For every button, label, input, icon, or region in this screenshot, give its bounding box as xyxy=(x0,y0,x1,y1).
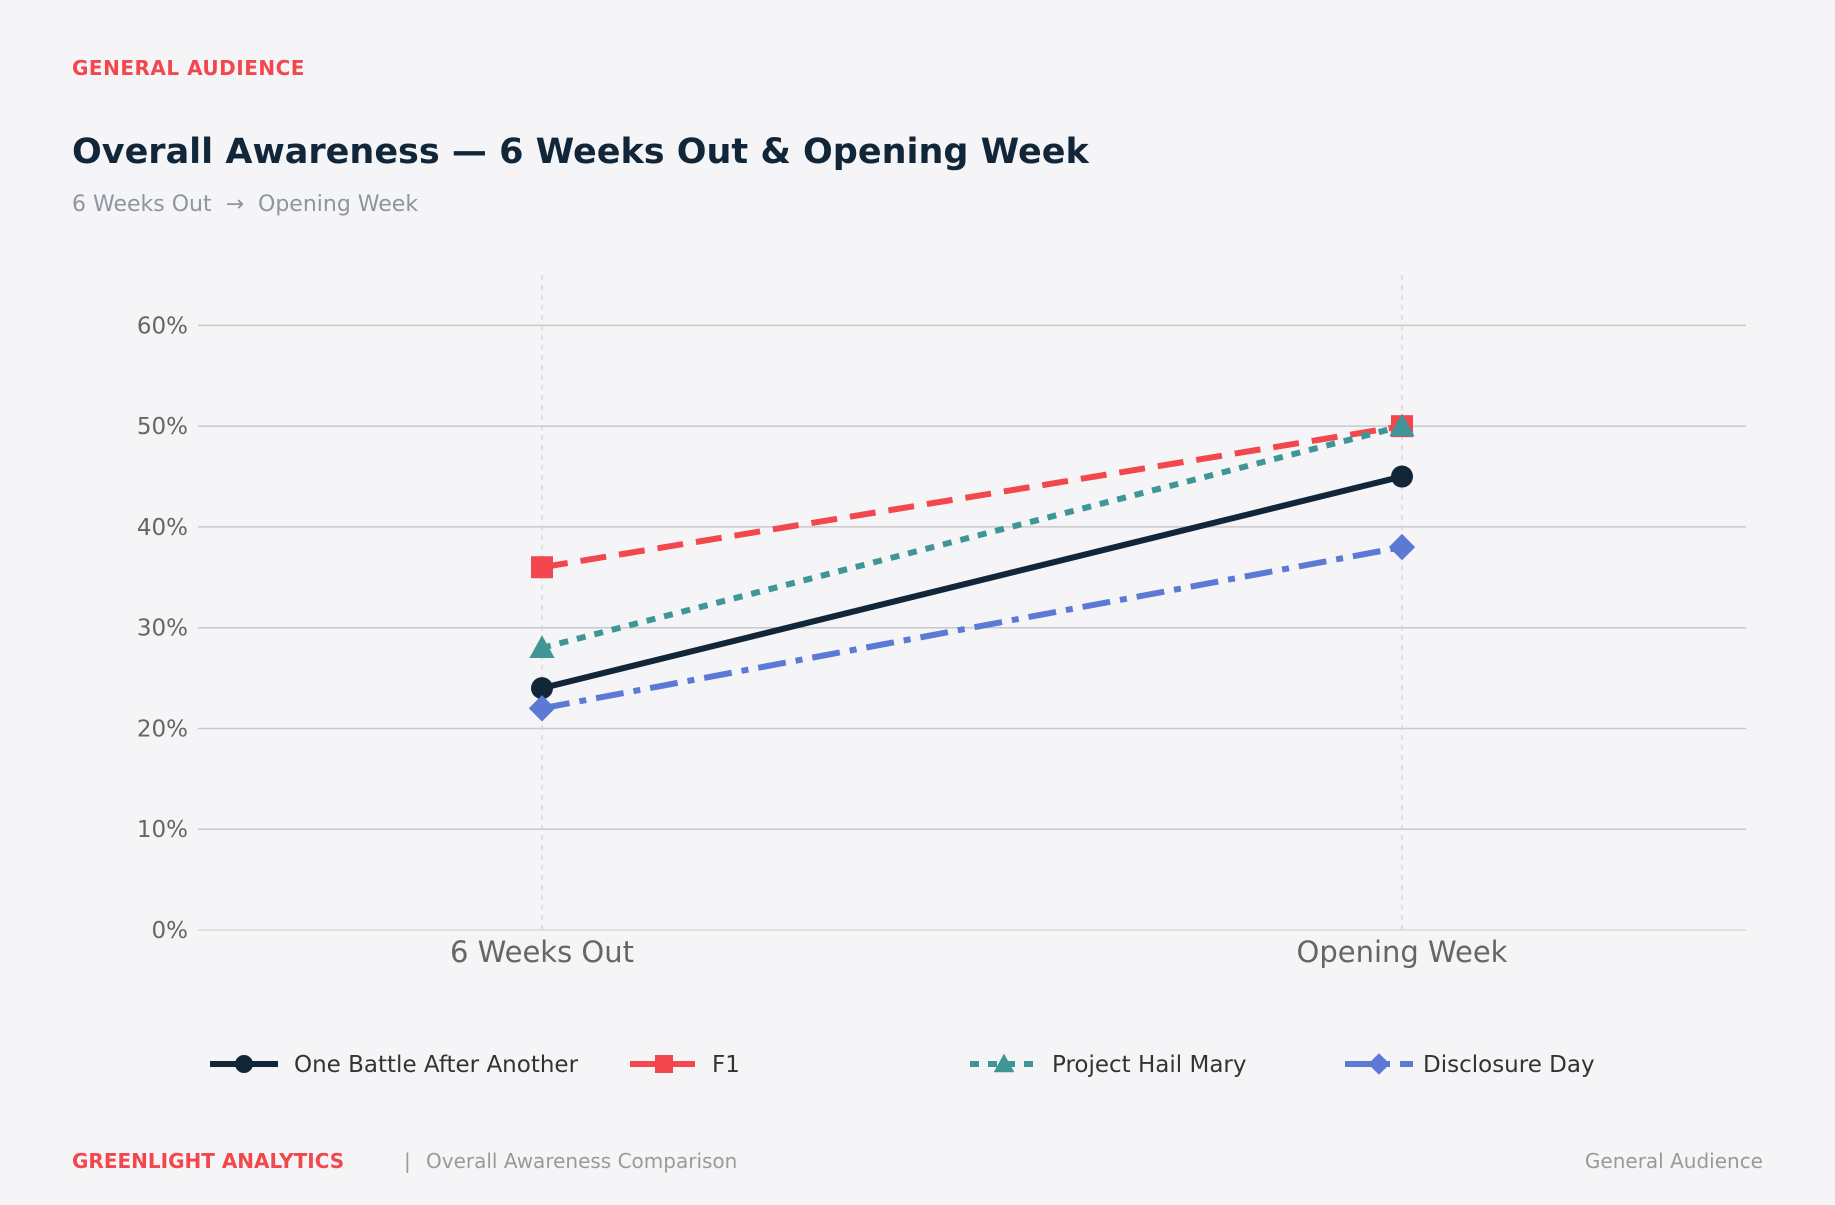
chart-subtitle: 6 Weeks Out → Opening Week xyxy=(72,192,419,217)
y-tick-label: 30% xyxy=(137,616,188,642)
data-point-circle xyxy=(1391,465,1413,488)
grid-lines xyxy=(198,275,1746,931)
chart-title: Overall Awareness — 6 Weeks Out & Openin… xyxy=(72,132,1089,172)
data-point-diamond xyxy=(528,695,556,722)
data-point-circle xyxy=(531,677,553,700)
footer-separator: | xyxy=(404,1149,411,1173)
legend-marker-triangle xyxy=(993,1053,1015,1073)
series-disclosure-day xyxy=(528,533,1416,722)
series-line xyxy=(541,423,1403,651)
data-point-triangle xyxy=(529,635,555,658)
brand-name: GREENLIGHT ANALYTICS xyxy=(72,1149,345,1173)
series-line xyxy=(541,423,1403,571)
series-f1 xyxy=(531,415,1413,579)
legend-marker-circle xyxy=(235,1055,253,1073)
x-tick-label: Opening Week xyxy=(1297,935,1508,969)
legend-marker-diamond xyxy=(1368,1053,1390,1075)
y-tick-label: 20% xyxy=(137,716,188,742)
y-tick-label: 50% xyxy=(137,414,188,440)
footer-audience: General Audience xyxy=(1584,1149,1763,1173)
data-point-square xyxy=(531,556,553,579)
audience-eyebrow: GENERAL AUDIENCE xyxy=(72,56,305,80)
series-line xyxy=(541,544,1403,712)
legend-label: Project Hail Mary xyxy=(1052,1052,1247,1078)
y-tick-label: 60% xyxy=(137,313,188,339)
footer-description: Overall Awareness Comparison xyxy=(426,1149,738,1173)
y-tick-label: 10% xyxy=(137,817,188,843)
legend-item: F1 xyxy=(630,1052,740,1078)
y-axis-ticks: 0% 10% 20% 30% 40% 50% 60% xyxy=(137,313,188,944)
x-tick-label: 6 Weeks Out xyxy=(450,935,634,969)
series-line xyxy=(541,473,1403,692)
legend-item: Project Hail Mary xyxy=(970,1052,1247,1078)
series-lines xyxy=(528,413,1416,722)
series-project-hail-mary xyxy=(529,413,1415,658)
y-tick-label: 0% xyxy=(152,918,189,944)
legend-item: One Battle After Another xyxy=(210,1052,579,1078)
x-axis-ticks: 6 Weeks Out Opening Week xyxy=(450,935,1508,969)
y-tick-label: 40% xyxy=(137,515,188,541)
legend-item: Disclosure Day xyxy=(1345,1052,1595,1078)
legend-marker-square xyxy=(655,1055,673,1073)
legend-label: F1 xyxy=(712,1052,740,1078)
legend-label: One Battle After Another xyxy=(294,1052,579,1078)
legend-label: Disclosure Day xyxy=(1423,1052,1595,1078)
series-one-battle-after-another xyxy=(531,465,1413,700)
data-point-triangle xyxy=(1389,413,1415,437)
data-point-diamond xyxy=(1388,533,1416,561)
legend: One Battle After Another F1 Project Hail M… xyxy=(210,1052,1595,1078)
